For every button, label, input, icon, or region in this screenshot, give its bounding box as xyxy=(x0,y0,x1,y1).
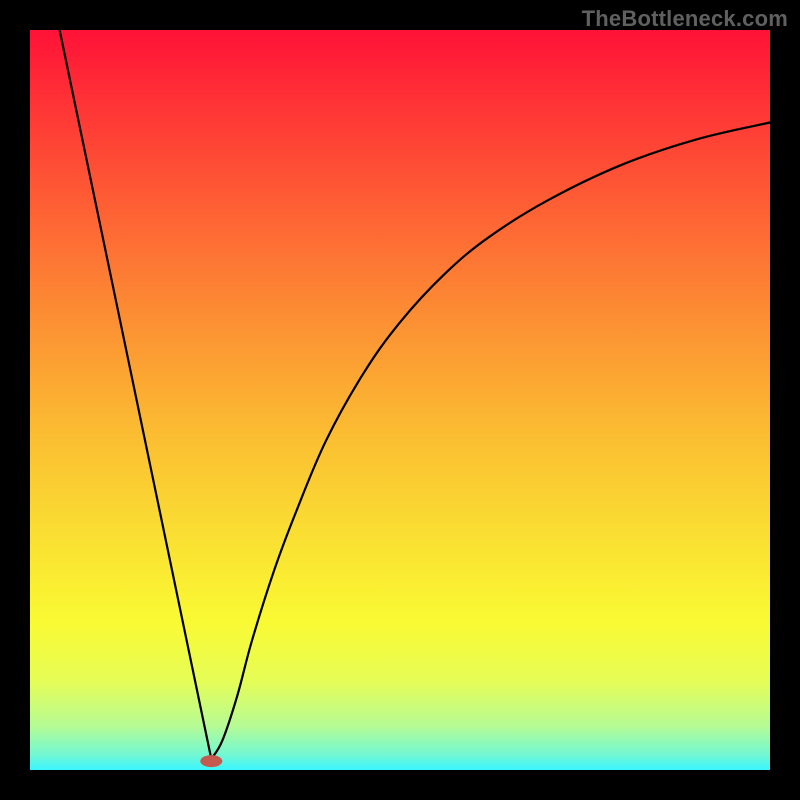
plot-area xyxy=(30,30,770,770)
minimum-marker xyxy=(200,755,222,767)
plot-svg xyxy=(30,30,770,770)
plot-background xyxy=(30,30,770,770)
watermark-text: TheBottleneck.com xyxy=(582,6,788,32)
chart-frame: TheBottleneck.com xyxy=(0,0,800,800)
